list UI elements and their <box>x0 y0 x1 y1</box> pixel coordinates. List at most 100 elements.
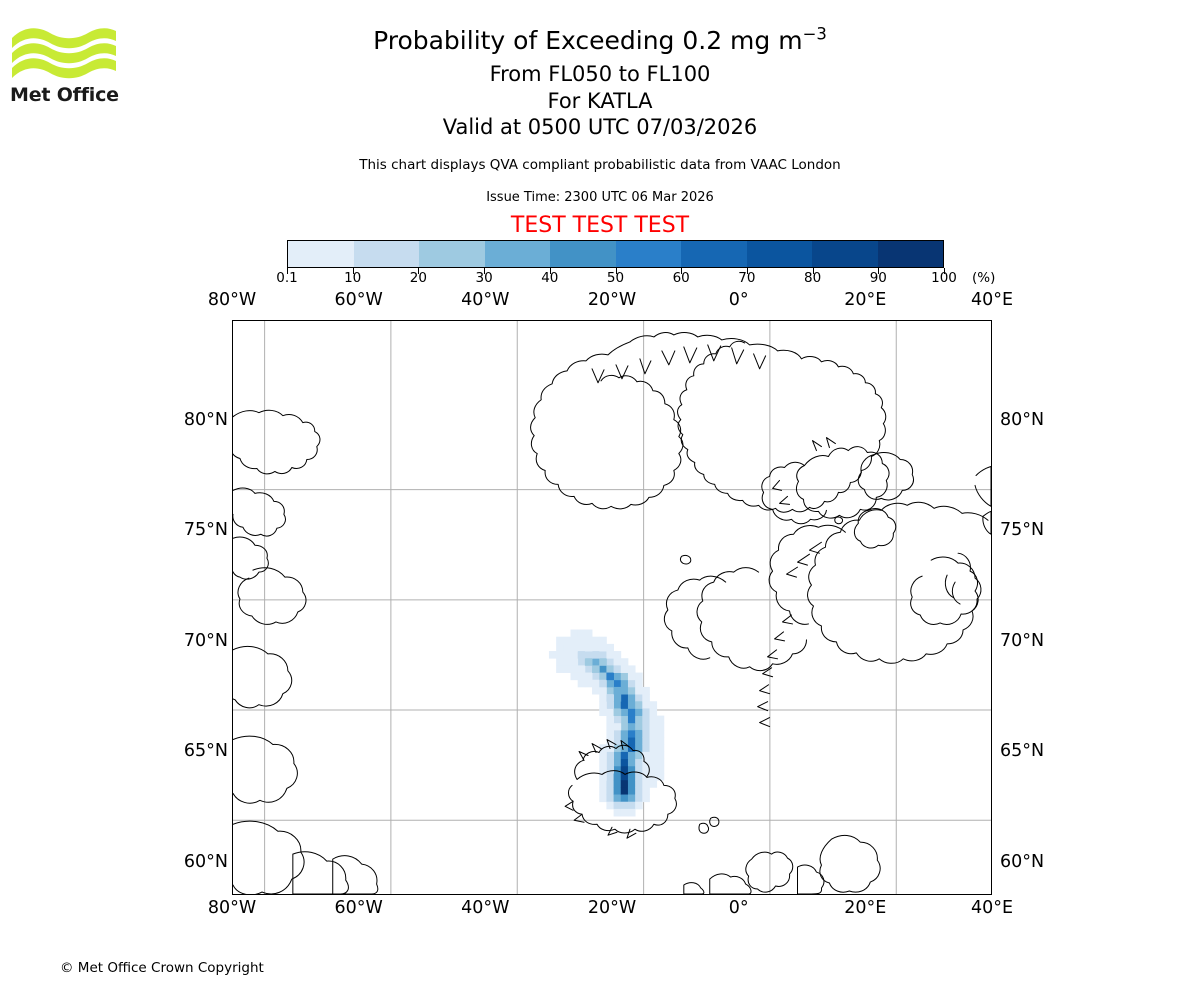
plume-cell <box>556 658 564 666</box>
colorbar-band-8 <box>812 241 878 267</box>
colorbar-tick-label-20: 20 <box>409 270 427 286</box>
plume-cell <box>627 722 636 731</box>
plume-cell <box>620 780 629 788</box>
plume-cell <box>620 801 629 810</box>
plume-cell <box>584 651 593 659</box>
plume-cell <box>642 744 650 752</box>
plume-cell <box>635 780 643 788</box>
plume-cell <box>620 686 629 695</box>
plume-cell <box>606 751 614 760</box>
plume-cell <box>635 765 643 774</box>
plume-cell <box>592 672 600 681</box>
plume-cell <box>620 758 629 767</box>
plume-cell <box>627 715 636 724</box>
flight-level-subtitle: From FL050 to FL100 <box>489 62 711 86</box>
colorbar-tick-label-0.1: 0.1 <box>276 270 298 286</box>
plume-cell <box>599 651 607 659</box>
plume-cell <box>599 794 607 803</box>
plume-cell <box>592 658 600 666</box>
plume-cell <box>599 665 607 673</box>
plume-cell <box>613 672 622 681</box>
plume-cell <box>599 701 607 709</box>
plume-cell <box>599 708 607 717</box>
plume-cell <box>649 722 658 731</box>
colorbar-unit-label: (%) <box>972 270 996 286</box>
volcano-subtitle: For KATLA <box>547 89 653 113</box>
plume-cell <box>627 758 636 767</box>
lon-axis-label-0°: 0° <box>728 898 749 918</box>
plume-cell <box>613 744 622 752</box>
lon-axis-label-20°W: 20°W <box>587 898 637 918</box>
plume-cell <box>584 636 593 645</box>
plume-cell <box>606 708 614 717</box>
plume-cell <box>592 665 600 673</box>
plume-cell <box>642 686 650 695</box>
colorbar-tick <box>418 268 420 274</box>
plume-cell <box>642 751 650 760</box>
lat-axis-label-75°N: 75°N <box>183 520 228 541</box>
plume-cell <box>592 636 600 645</box>
plume-cell <box>635 701 643 709</box>
plume-cell <box>563 651 571 659</box>
colorbar-band-5 <box>615 241 681 267</box>
plume-cell <box>620 787 629 795</box>
colorbar-tick <box>615 268 617 274</box>
map-canvas <box>233 321 991 894</box>
plume-cell <box>606 722 614 731</box>
plume-cell <box>584 679 593 688</box>
plume-cell <box>577 672 586 681</box>
page-title-exponent: −3 <box>802 24 827 44</box>
plume-cell <box>635 729 643 738</box>
lat-axis-label-80°N: 80°N <box>183 409 228 430</box>
colorbar <box>287 240 944 268</box>
plume-cell <box>606 715 614 724</box>
plume-cell <box>606 794 614 803</box>
plume-cell <box>627 672 636 681</box>
plume-cell <box>656 765 665 774</box>
plume-cell <box>656 758 665 767</box>
plume-cell <box>642 780 650 788</box>
lon-axis-label-20°E: 20°E <box>844 290 887 310</box>
plume-cell <box>606 651 614 659</box>
plume-cell <box>627 665 636 673</box>
colorbar-tick-label-70: 70 <box>738 270 756 286</box>
plume-cell <box>635 751 643 760</box>
plume-cell <box>649 744 658 752</box>
plume-cell <box>606 787 614 795</box>
plume-cell <box>627 808 636 817</box>
plume-cell <box>599 773 607 781</box>
plume-cell <box>606 643 614 652</box>
plume-cell <box>570 629 579 638</box>
plume-cell <box>599 780 607 788</box>
map-panel[interactable] <box>232 320 992 895</box>
colorbar-tick <box>944 268 945 274</box>
plume-cell <box>642 729 650 738</box>
map-graticule <box>233 321 991 894</box>
copyright-notice: © Met Office Crown Copyright <box>60 960 264 976</box>
plume-cell <box>635 794 643 803</box>
colorbar-tick-label-80: 80 <box>804 270 822 286</box>
plume-cell <box>577 629 586 638</box>
plume-cell <box>627 773 636 781</box>
plume-cell <box>606 701 614 709</box>
plume-cell <box>627 729 636 738</box>
plume-cell <box>613 658 622 666</box>
plume-cell <box>620 665 629 673</box>
plume-cell <box>613 665 622 673</box>
plume-cell <box>606 665 614 673</box>
plume-cell <box>613 787 622 795</box>
lat-axis-label-60°N: 60°N <box>183 851 228 872</box>
plume-cell <box>613 780 622 788</box>
plume-cell <box>649 708 658 717</box>
plume-cell <box>620 808 629 817</box>
colorbar-band-1 <box>353 241 419 267</box>
lat-axis-label-75°N: 75°N <box>1000 520 1045 541</box>
plume-cell <box>656 744 665 752</box>
lat-axis-label-70°N: 70°N <box>183 630 228 651</box>
plume-cell <box>606 765 614 774</box>
lon-axis-label-80°W: 80°W <box>207 290 257 310</box>
plume-cell <box>584 658 593 666</box>
plume-cell <box>649 780 658 788</box>
plume-cell <box>613 651 622 659</box>
plume-cell <box>649 701 658 709</box>
